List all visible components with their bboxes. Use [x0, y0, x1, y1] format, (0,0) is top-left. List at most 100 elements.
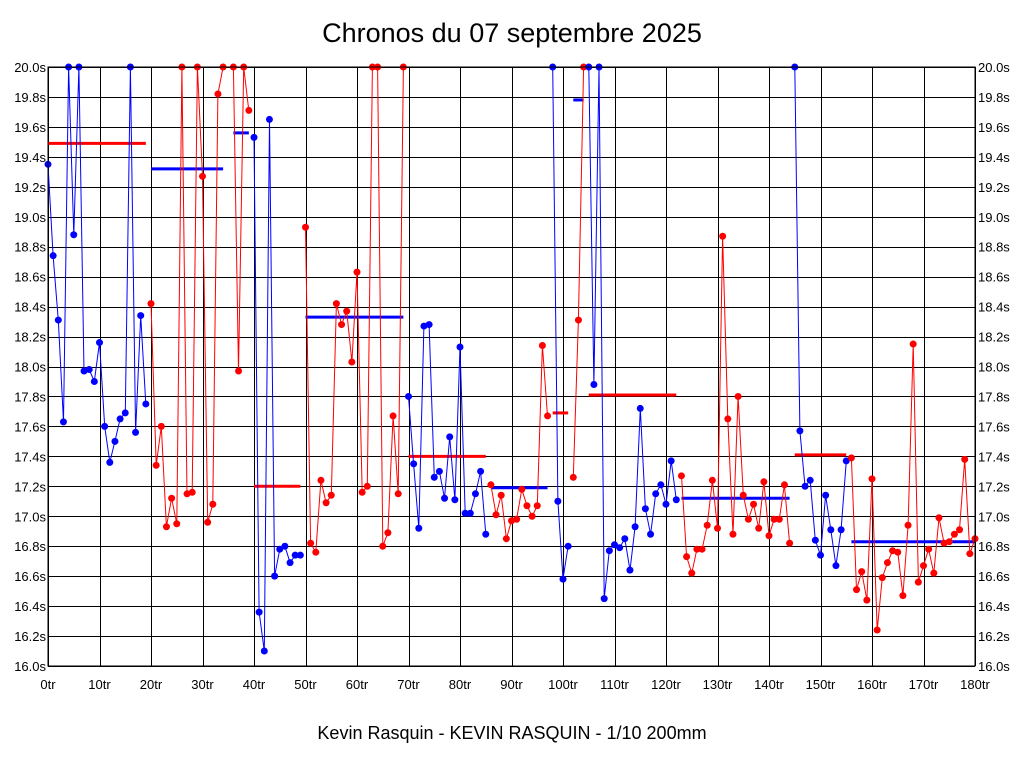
- data-point: [152, 461, 160, 469]
- data-point: [430, 473, 438, 481]
- series-line: [47, 66, 147, 463]
- data-point: [101, 422, 109, 430]
- data-point: [523, 502, 531, 510]
- data-point: [708, 476, 716, 484]
- data-point: [564, 542, 572, 550]
- data-point: [734, 392, 742, 400]
- data-point: [286, 559, 294, 567]
- data-point: [405, 392, 412, 400]
- data-point: [363, 482, 371, 490]
- data-point: [677, 472, 685, 480]
- data-point: [435, 467, 443, 475]
- data-point: [307, 539, 315, 547]
- data-point: [168, 494, 176, 502]
- x-tick-label: 40tr: [243, 677, 266, 692]
- data-point: [904, 521, 912, 529]
- y-tick-label-right: 16.2s: [978, 629, 1010, 644]
- data-point: [451, 496, 459, 504]
- y-tick-label-right: 18.6s: [978, 270, 1010, 285]
- data-point: [538, 342, 546, 350]
- y-tick-label-right: 16.8s: [978, 539, 1010, 554]
- y-tick-label-right: 18.4s: [978, 300, 1010, 315]
- y-tick-label-left: 17.4s: [14, 449, 46, 464]
- y-tick-label-right: 20.0s: [978, 60, 1010, 75]
- data-point: [70, 231, 78, 239]
- data-point: [49, 252, 57, 260]
- y-tick-label-left: 19.2s: [14, 180, 46, 195]
- data-point: [497, 491, 505, 499]
- data-point: [559, 575, 567, 583]
- data-point: [744, 515, 752, 523]
- y-tick-label-right: 19.8s: [978, 90, 1010, 105]
- data-point: [173, 520, 181, 528]
- data-point: [729, 530, 737, 538]
- data-point: [950, 530, 958, 538]
- data-point: [935, 514, 943, 522]
- tick-labels: 0tr 10tr 20tr 30tr 40tr 50tr 60tr 70tr 80tr 90tr 1…: [14, 60, 1010, 692]
- data-point: [312, 548, 320, 556]
- y-tick-label-right: 17.8s: [978, 389, 1010, 404]
- data-point: [714, 524, 721, 532]
- y-tick-label-left: 19.4s: [14, 150, 46, 165]
- chart-title: Chronos du 07 septembre 2025: [322, 18, 702, 48]
- data-point: [765, 532, 773, 540]
- data-point: [389, 412, 397, 420]
- x-tick-label: 170tr: [909, 677, 939, 692]
- data-point: [142, 400, 150, 408]
- x-tick-label: 10tr: [88, 677, 111, 692]
- data-point: [657, 481, 665, 489]
- data-point: [317, 476, 325, 484]
- data-point: [832, 562, 840, 570]
- data-point: [662, 500, 670, 508]
- data-point: [719, 232, 727, 240]
- y-tick-label-right: 18.0s: [978, 360, 1010, 375]
- data-point: [281, 542, 289, 550]
- data-point: [801, 482, 809, 490]
- x-tick-label: 0tr: [40, 677, 56, 692]
- data-point: [698, 545, 706, 553]
- data-point: [157, 422, 165, 430]
- data-point: [502, 535, 510, 543]
- x-tick-label: 30tr: [191, 677, 214, 692]
- data-point: [847, 454, 855, 462]
- data-point: [817, 551, 824, 559]
- y-tick-label-left: 17.2s: [14, 479, 46, 494]
- y-tick-label-left: 19.0s: [14, 210, 46, 225]
- data-point: [631, 523, 639, 531]
- y-tick-label-left: 18.6s: [14, 270, 46, 285]
- data-point: [883, 559, 891, 567]
- data-point: [111, 437, 119, 445]
- data-point: [894, 548, 902, 556]
- x-tick-label: 110tr: [600, 677, 629, 692]
- data-point: [456, 343, 464, 351]
- data-point: [384, 529, 392, 537]
- data-point: [487, 481, 495, 489]
- y-tick-label-right: 16.4s: [978, 599, 1010, 614]
- data-point: [605, 547, 613, 555]
- data-point: [600, 595, 608, 603]
- x-tick-label: 160tr: [857, 677, 887, 692]
- data-point: [569, 473, 577, 481]
- data-point: [255, 608, 263, 616]
- x-tick-label: 100tr: [548, 677, 578, 692]
- data-point: [528, 512, 536, 520]
- y-tick-label-right: 19.6s: [978, 120, 1010, 135]
- data-point: [626, 566, 634, 574]
- data-point: [780, 481, 788, 489]
- data-point: [590, 380, 598, 388]
- data-point: [616, 544, 624, 552]
- y-tick-label-left: 17.8s: [14, 389, 46, 404]
- data-point: [513, 515, 521, 523]
- data-point: [446, 433, 454, 441]
- data-point: [796, 427, 804, 435]
- y-tick-label-left: 17.0s: [14, 509, 46, 524]
- series-line: [552, 66, 569, 580]
- data-point: [667, 457, 675, 465]
- data-point: [837, 526, 845, 534]
- x-tick-label: 90tr: [500, 677, 523, 692]
- data-point: [760, 478, 768, 486]
- data-point: [343, 307, 351, 315]
- y-tick-label-left: 17.6s: [14, 419, 46, 434]
- y-tick-label-right: 18.8s: [978, 240, 1010, 255]
- y-tick-label-left: 18.4s: [14, 300, 46, 315]
